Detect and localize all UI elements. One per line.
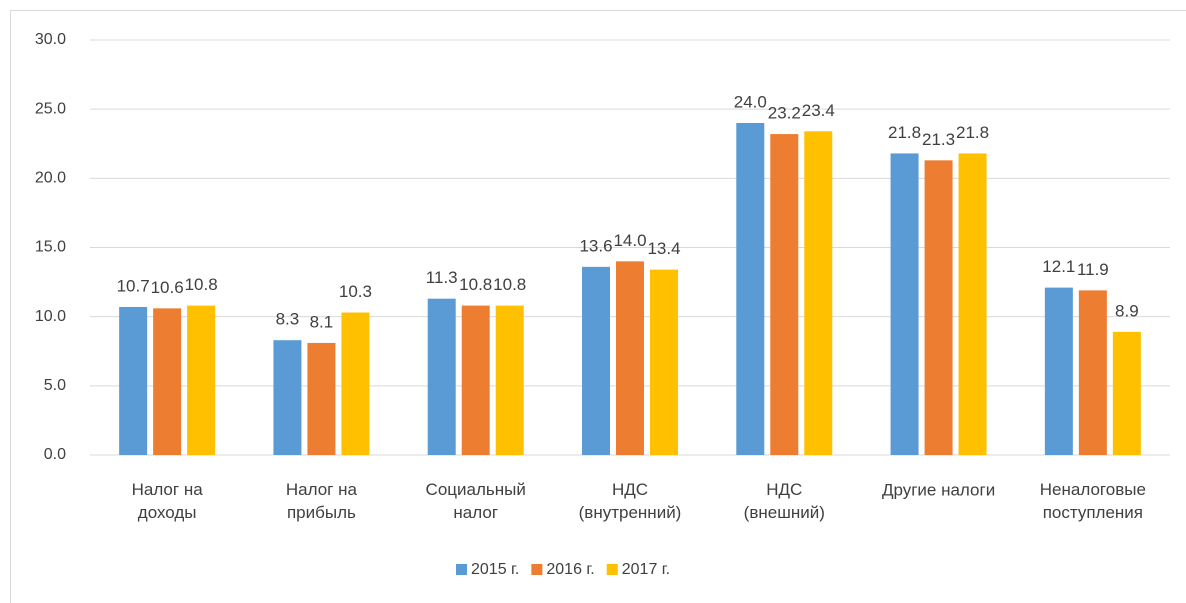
- bar: [187, 305, 216, 455]
- bar: [1112, 331, 1141, 455]
- bar: [495, 305, 524, 455]
- data-label: 21.8: [888, 123, 921, 142]
- y-tick-label: 25.0: [35, 100, 66, 117]
- y-tick-label: 0.0: [44, 446, 66, 463]
- bar: [273, 340, 302, 455]
- bar: [1044, 287, 1073, 455]
- legend-label: 2017 г.: [622, 561, 670, 578]
- data-label: 12.1: [1042, 257, 1075, 276]
- bar: [770, 134, 799, 456]
- data-label: 24.0: [734, 92, 767, 111]
- bar: [924, 160, 953, 455]
- x-tick-label: Другие налоги: [882, 480, 995, 499]
- data-label: 23.2: [768, 104, 801, 123]
- data-label: 11.9: [1077, 260, 1109, 279]
- y-tick-label: 30.0: [35, 31, 66, 48]
- data-label: 8.9: [1115, 301, 1139, 320]
- x-tick-label: НДС (внутренний): [579, 480, 682, 522]
- y-tick-label: 5.0: [44, 377, 66, 394]
- data-label: 10.8: [185, 275, 218, 294]
- bar: [119, 306, 148, 455]
- bar: [307, 342, 336, 455]
- data-label: 8.3: [276, 310, 300, 329]
- data-label: 10.8: [493, 275, 526, 294]
- chart-frame: [10, 10, 1186, 603]
- bar: [958, 153, 987, 455]
- legend-swatch: [606, 564, 618, 575]
- data-label: 10.7: [117, 276, 150, 295]
- bar: [461, 305, 490, 455]
- y-tick-label: 10.0: [35, 308, 66, 325]
- x-tick-label: Социальный налог: [426, 480, 526, 522]
- bar: [650, 269, 678, 455]
- data-label: 10.6: [151, 278, 184, 297]
- data-label: 14.0: [613, 231, 646, 250]
- bar: [582, 266, 610, 455]
- data-label: 10.8: [459, 275, 492, 294]
- data-label: 13.4: [647, 239, 680, 258]
- bar: [1078, 290, 1107, 455]
- bar: [616, 261, 644, 455]
- y-tick-label: 15.0: [35, 239, 66, 256]
- data-label: 13.6: [579, 236, 612, 255]
- legend-label: 2016 г.: [546, 561, 594, 578]
- legend-swatch: [456, 564, 467, 575]
- bar: [890, 153, 919, 455]
- legend-swatch: [531, 564, 543, 575]
- data-label: 11.3: [426, 268, 458, 287]
- legend-label: 2015 г.: [471, 561, 519, 578]
- y-tick-label: 20.0: [35, 170, 66, 187]
- x-tick-label: Налог на доходы: [132, 480, 204, 522]
- data-label: 10.3: [339, 282, 372, 301]
- data-label: 21.3: [922, 130, 955, 149]
- data-label: 8.1: [310, 312, 334, 331]
- bar: [341, 312, 370, 455]
- bar: [427, 298, 456, 455]
- data-label: 21.8: [956, 123, 989, 142]
- x-tick-label: НДС (внешний): [744, 480, 825, 522]
- bar: [736, 123, 765, 455]
- bar: [153, 308, 182, 455]
- bar: [804, 131, 833, 456]
- data-label: 23.4: [802, 101, 835, 120]
- x-tick-label: Неналоговые поступления: [1040, 480, 1146, 522]
- x-tick-label: Налог на прибыль: [286, 480, 358, 522]
